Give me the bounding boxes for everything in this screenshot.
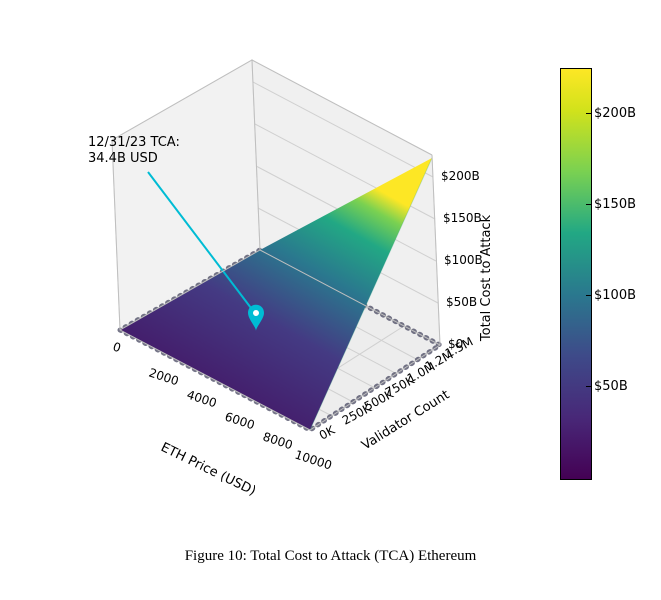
colorbar-tick: $50B (594, 379, 628, 394)
svg-text:$200B: $200B (441, 169, 480, 183)
colorbar-gradient (560, 68, 592, 480)
z-axis-label: Total Cost to Attack (479, 214, 494, 342)
x-axis-label: ETH Price (USD) (158, 440, 258, 499)
annotation-line2: 34.4B USD (88, 151, 180, 167)
svg-text:6000: 6000 (223, 410, 256, 433)
svg-text:$100B: $100B (444, 253, 483, 267)
annotation-text: 12/31/23 TCA: 34.4B USD (88, 135, 180, 168)
svg-text:$150B: $150B (443, 211, 482, 225)
svg-text:$0: $0 (448, 337, 463, 351)
svg-text:$50B: $50B (446, 295, 477, 309)
annotation-line1: 12/31/23 TCA: (88, 135, 180, 150)
colorbar-ticks: $50B $100B $150B $200B (594, 68, 654, 478)
svg-text:2000: 2000 (147, 366, 180, 389)
z-ticks: $0 $50B $100B $150B $200B (441, 169, 483, 351)
colorbar: $50B $100B $150B $200B (560, 68, 650, 478)
plot-3d-area: 0 2000 4000 6000 8000 10000 ETH Price (U… (20, 20, 500, 520)
colorbar-tick: $150B (594, 197, 636, 212)
svg-text:4000: 4000 (185, 388, 218, 411)
colorbar-tick: $100B (594, 288, 636, 303)
svg-text:0: 0 (111, 340, 123, 356)
figure-container: 0 2000 4000 6000 8000 10000 ETH Price (U… (0, 0, 661, 600)
figure-caption: Figure 10: Total Cost to Attack (TCA) Et… (0, 548, 661, 565)
svg-text:10000: 10000 (293, 448, 334, 473)
colorbar-tick: $200B (594, 106, 636, 121)
svg-text:8000: 8000 (261, 430, 294, 453)
